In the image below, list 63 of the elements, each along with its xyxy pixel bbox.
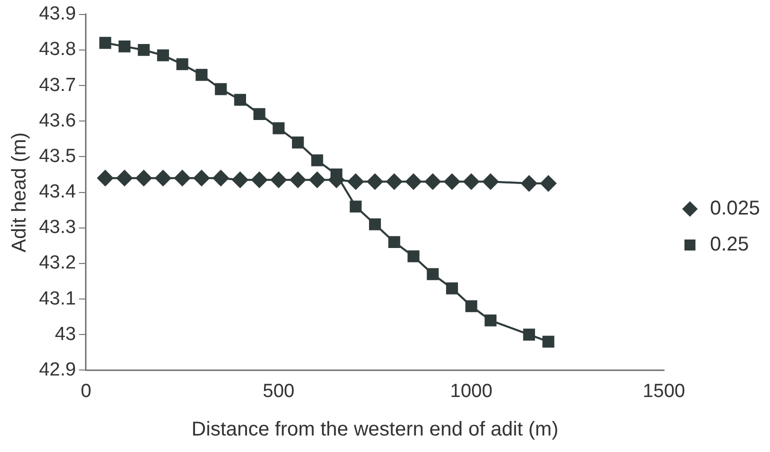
point <box>542 336 554 348</box>
x-axis-title: Distance from the western end of adit (m) <box>192 418 558 441</box>
point <box>270 172 287 188</box>
point <box>348 174 364 190</box>
point <box>272 122 285 134</box>
point <box>388 236 400 248</box>
y-tick-label: 43 <box>54 324 76 345</box>
y-tick-label: 43.1 <box>38 288 76 310</box>
point <box>405 174 422 190</box>
point <box>138 44 150 56</box>
y-tick-label: 43.8 <box>38 39 76 60</box>
point <box>523 328 536 341</box>
x-tick-label: 1500 <box>642 380 686 402</box>
y-tick-label: 43.3 <box>38 217 76 238</box>
y-tick-label: 43.7 <box>38 74 76 96</box>
y-tick-label: 43.6 <box>38 110 76 132</box>
point <box>482 174 499 190</box>
x-tick-label: 0 <box>80 380 92 402</box>
point <box>465 300 478 312</box>
point <box>369 218 381 230</box>
point <box>253 108 266 120</box>
point <box>290 172 306 188</box>
point <box>540 175 556 192</box>
y-tick-label: 43.9 <box>38 4 76 25</box>
point <box>386 174 402 190</box>
legend-label: 0.25 <box>710 234 749 256</box>
point <box>292 136 304 148</box>
point <box>232 172 248 188</box>
y-axis-title: Adit head (m) <box>8 132 31 252</box>
point <box>408 250 420 262</box>
y-tick-label: 43.2 <box>38 252 76 274</box>
point <box>116 170 133 186</box>
x-tick-label: 500 <box>262 380 294 402</box>
point <box>157 49 169 62</box>
point <box>444 174 460 190</box>
point <box>97 170 114 186</box>
point <box>350 200 362 212</box>
point <box>521 175 538 192</box>
point <box>251 172 268 188</box>
point <box>155 170 172 186</box>
point <box>311 154 324 166</box>
point <box>426 268 439 280</box>
point <box>99 36 112 49</box>
point <box>214 83 227 96</box>
point <box>234 94 246 106</box>
point <box>174 170 190 186</box>
point <box>194 170 210 186</box>
y-tick-label: 42.9 <box>38 359 76 380</box>
point <box>196 68 208 81</box>
x-tick-label: 1000 <box>450 380 492 402</box>
point <box>484 314 497 326</box>
point <box>463 174 480 190</box>
point <box>118 40 130 52</box>
point <box>446 282 458 294</box>
point <box>212 170 229 186</box>
y-tick-label: 43.5 <box>38 146 76 167</box>
legend-label: 0.025 <box>710 198 760 220</box>
point <box>176 58 188 70</box>
point <box>424 174 441 190</box>
point <box>136 170 152 186</box>
y-tick-label: 43.4 <box>38 182 76 203</box>
point <box>309 172 326 188</box>
point <box>366 174 383 190</box>
